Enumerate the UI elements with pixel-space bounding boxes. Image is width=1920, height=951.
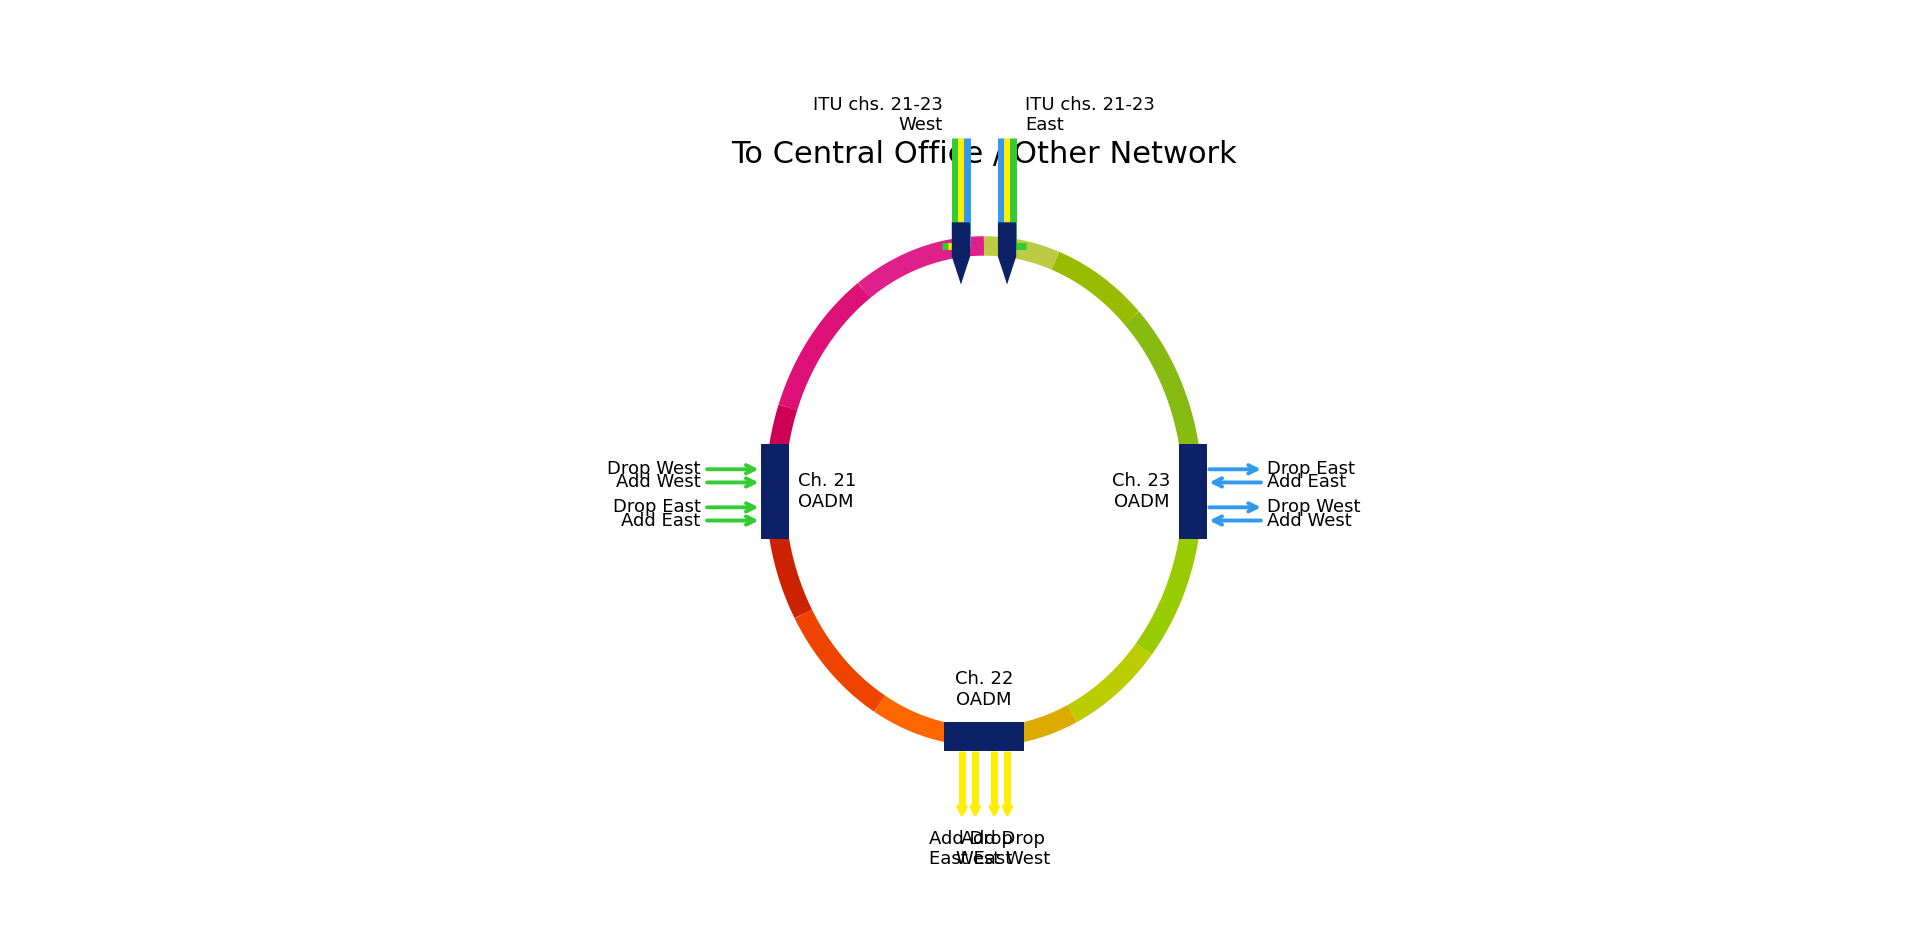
Text: Add West: Add West [616, 474, 701, 492]
Text: Add East: Add East [622, 512, 701, 530]
Text: Drop East: Drop East [1267, 460, 1356, 478]
Text: Add West: Add West [1267, 512, 1352, 530]
Text: ITU chs. 21-23
East: ITU chs. 21-23 East [1025, 96, 1156, 134]
Polygon shape [952, 223, 970, 284]
Text: Add Drop
East East: Add Drop East East [929, 829, 1014, 868]
Bar [762, 443, 789, 539]
Text: Drop East: Drop East [612, 498, 701, 516]
Text: Ch. 23
OADM: Ch. 23 OADM [1112, 472, 1169, 511]
Text: Ch. 22
OADM: Ch. 22 OADM [954, 670, 1014, 708]
Text: Ch. 21
OADM: Ch. 21 OADM [799, 472, 856, 511]
Text: To Central Office / Other Network: To Central Office / Other Network [732, 140, 1236, 168]
Bar [1179, 444, 1206, 539]
Text: Add East: Add East [1267, 474, 1346, 492]
Text: Drop West: Drop West [1267, 498, 1361, 516]
Text: Add Drop
West West: Add Drop West West [956, 829, 1050, 868]
Polygon shape [998, 223, 1016, 284]
Text: ITU chs. 21-23
West: ITU chs. 21-23 West [812, 96, 943, 134]
Bar [945, 722, 1023, 751]
Text: Drop West: Drop West [607, 460, 701, 478]
